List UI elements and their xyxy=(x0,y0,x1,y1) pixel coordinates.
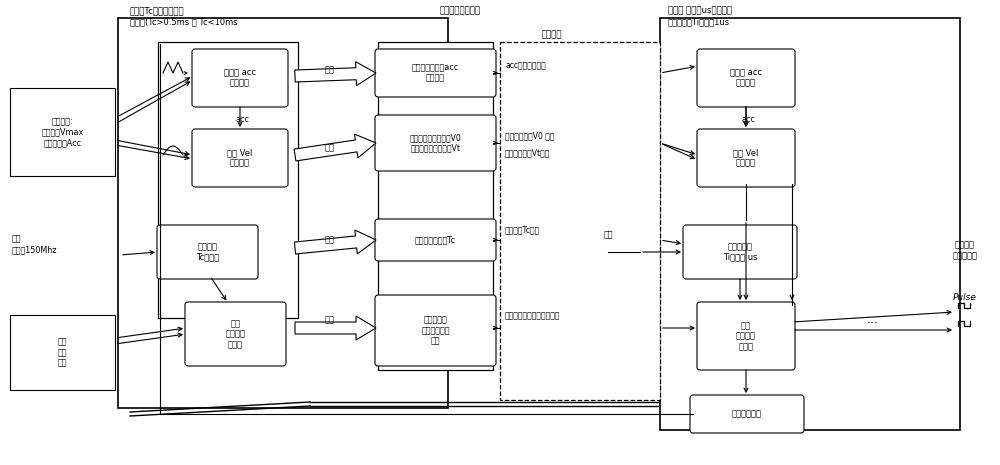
Text: 精插补周期Ti一般取1us: 精插补周期Ti一般取1us xyxy=(668,17,730,26)
Polygon shape xyxy=(294,230,376,254)
FancyBboxPatch shape xyxy=(157,225,258,279)
Text: 周期起始速度V0 输入: 周期起始速度V0 输入 xyxy=(505,131,554,140)
Text: 定插补周期
Ti发生器 us: 定插补周期 Ti发生器 us xyxy=(723,242,757,262)
Text: 变加速 acc
形状控制: 变加速 acc 形状控制 xyxy=(730,68,762,88)
Text: 时钟
一般取150Mhz: 时钟 一般取150Mhz xyxy=(12,235,58,254)
Text: acc: acc xyxy=(235,115,249,124)
Text: 周期终止速度Vt输入: 周期终止速度Vt输入 xyxy=(505,148,550,157)
FancyBboxPatch shape xyxy=(375,295,496,366)
Text: 图形
解码
程序: 图形 解码 程序 xyxy=(58,338,67,367)
Bar xyxy=(118,18,448,408)
FancyBboxPatch shape xyxy=(375,115,496,171)
Text: 插补周期
Tc发生器: 插补周期 Tc发生器 xyxy=(196,242,219,262)
FancyBboxPatch shape xyxy=(697,129,795,187)
Text: ...: ... xyxy=(867,313,879,326)
Bar xyxy=(500,42,660,400)
Text: 多轴插补
脉冲输出群: 多轴插补 脉冲输出群 xyxy=(952,240,978,260)
Bar xyxy=(10,88,115,176)
Polygon shape xyxy=(295,316,376,340)
Text: 速度 Vel
形状控制: 速度 Vel 形状控制 xyxy=(733,148,759,168)
FancyBboxPatch shape xyxy=(375,219,496,261)
Text: 粗插补(Tc>0.5ms 且 Tc<10ms: 粗插补(Tc>0.5ms 且 Tc<10ms xyxy=(130,17,238,26)
Text: 生成: 生成 xyxy=(325,66,335,74)
Text: 粗插补周期时间Tc: 粗插补周期时间Tc xyxy=(415,235,456,245)
Text: 变周期Tc第一级插补器: 变周期Tc第一级插补器 xyxy=(130,6,185,15)
Text: 生成: 生成 xyxy=(325,144,335,153)
Bar xyxy=(378,42,493,370)
Text: 变加速 acc
形状控制: 变加速 acc 形状控制 xyxy=(224,68,256,88)
Text: 生成: 生成 xyxy=(325,315,335,325)
FancyBboxPatch shape xyxy=(697,302,795,370)
Text: 高速通信: 高速通信 xyxy=(542,30,562,39)
FancyBboxPatch shape xyxy=(185,302,286,366)
Text: 多轴
运动轨迹
插补器: 多轴 运动轨迹 插补器 xyxy=(226,319,246,349)
Text: 周期时间Tc输入: 周期时间Tc输入 xyxy=(505,225,540,234)
Text: 粗插补周期内的acc
形状片段: 粗插补周期内的acc 形状片段 xyxy=(412,63,459,83)
Bar xyxy=(158,42,298,318)
Text: 粗插补周期
多轴运动轨迹
片段: 粗插补周期 多轴运动轨迹 片段 xyxy=(421,316,450,345)
Text: Pulse: Pulse xyxy=(953,293,977,302)
Polygon shape xyxy=(295,62,376,86)
FancyBboxPatch shape xyxy=(375,49,496,97)
FancyBboxPatch shape xyxy=(690,395,804,433)
Text: 参数输入:
最大速度Vmax
最大加速度Acc: 参数输入: 最大速度Vmax 最大加速度Acc xyxy=(41,117,84,147)
Text: 插补状态反馈: 插补状态反馈 xyxy=(732,410,762,418)
Text: 时钟: 时钟 xyxy=(603,230,613,239)
Text: 速度 Vel
形状控制: 速度 Vel 形状控制 xyxy=(227,148,253,168)
FancyBboxPatch shape xyxy=(697,49,795,107)
Text: 粗插补周期的结果: 粗插补周期的结果 xyxy=(440,6,481,15)
FancyBboxPatch shape xyxy=(192,49,288,107)
Text: 生成: 生成 xyxy=(325,235,335,245)
FancyBboxPatch shape xyxy=(683,225,797,279)
Text: 粗插补周期起始速度V0
粗插补周期终止速度Vt: 粗插补周期起始速度V0 粗插补周期终止速度Vt xyxy=(410,133,461,153)
Text: acc: acc xyxy=(741,115,755,124)
Bar xyxy=(660,18,960,430)
FancyBboxPatch shape xyxy=(192,129,288,187)
Bar xyxy=(10,315,115,390)
Text: 定周期 第二级us级插补器: 定周期 第二级us级插补器 xyxy=(668,6,732,15)
Polygon shape xyxy=(294,134,376,161)
Text: 多轴运动轨迹片段数据输入: 多轴运动轨迹片段数据输入 xyxy=(505,311,560,320)
Text: 多轴
运动轨迹
插补器: 多轴 运动轨迹 插补器 xyxy=(736,321,756,351)
Text: acc片段形状输入: acc片段形状输入 xyxy=(505,61,546,70)
